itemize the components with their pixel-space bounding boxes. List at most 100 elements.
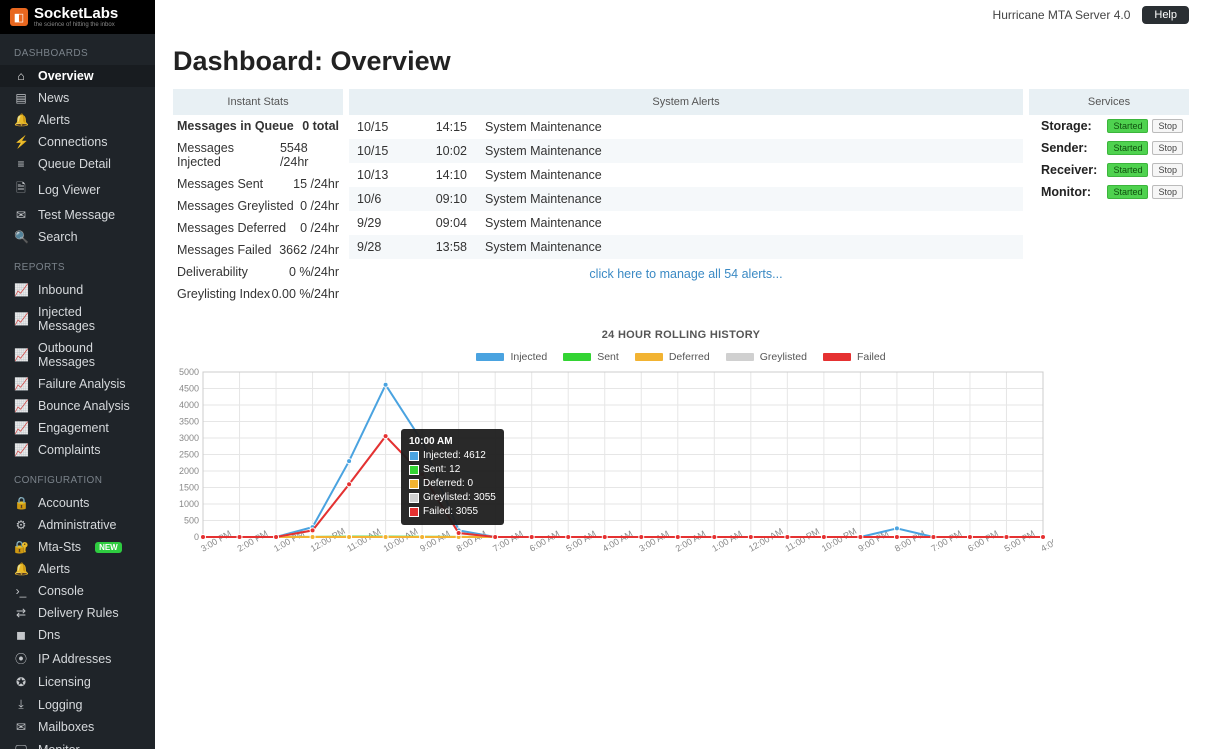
svg-text:10:00 PM: 10:00 PM: [820, 526, 858, 554]
legend-swatch: [823, 353, 851, 361]
alert-row[interactable]: 9/2909:04System Maintenance: [349, 211, 1023, 235]
started-button[interactable]: Started: [1107, 185, 1148, 199]
sidebar-item-accounts[interactable]: 🔒Accounts: [0, 492, 155, 514]
chart-icon: 📈: [14, 421, 28, 435]
sidebar-item-inbound[interactable]: 📈Inbound: [0, 279, 155, 301]
started-button[interactable]: Started: [1107, 141, 1148, 155]
sidebar-item-label: Outbound Messages: [38, 341, 141, 369]
stop-button[interactable]: Stop: [1152, 141, 1183, 155]
chart-legend: Injected Sent Deferred Greylisted Failed: [173, 351, 1189, 363]
alert-row[interactable]: 10/1510:02System Maintenance: [349, 139, 1023, 163]
tooltip-text: Greylisted: 3055: [423, 491, 496, 505]
sidebar-item-logging[interactable]: ⤓Logging: [0, 693, 155, 716]
alert-row[interactable]: 10/1514:15System Maintenance: [349, 115, 1023, 139]
sidebar-item-mailboxes[interactable]: ✉Mailboxes: [0, 716, 155, 738]
sidebar-item-news[interactable]: ▤ News: [0, 87, 155, 109]
sidebar-item-alerts[interactable]: 🔔Alerts: [0, 109, 155, 131]
started-button[interactable]: Started: [1107, 163, 1148, 177]
stop-button[interactable]: Stop: [1152, 185, 1183, 199]
legend-item[interactable]: Sent: [563, 351, 619, 363]
sidebar-item-connections[interactable]: ⚡Connections: [0, 131, 155, 153]
alert-row[interactable]: 10/1314:10System Maintenance: [349, 163, 1023, 187]
sidebar-item-administrative[interactable]: ⚙Administrative: [0, 514, 155, 536]
rules-icon: ⇄: [14, 606, 28, 620]
svg-text:7:00 PM: 7:00 PM: [929, 528, 963, 553]
legend-item[interactable]: Injected: [476, 351, 547, 363]
alert-row[interactable]: 9/2813:58System Maintenance: [349, 235, 1023, 259]
instant-stat-row: Messages Greylisted0 /24hr: [173, 195, 343, 217]
logo-area[interactable]: ◧ SocketLabs the science of hitting the …: [0, 0, 155, 34]
manage-alerts-link[interactable]: click here to manage all 54 alerts...: [349, 259, 1023, 289]
sidebar-item-label: Engagement: [38, 421, 109, 435]
search-icon: 🔍: [14, 230, 28, 244]
started-button[interactable]: Started: [1107, 119, 1148, 133]
logo-tagline: the science of hitting the inbox: [34, 22, 118, 28]
tooltip-row: Failed: 3055: [409, 505, 496, 519]
svg-text:2:00 AM: 2:00 AM: [674, 529, 708, 554]
sidebar-item-mta-sts[interactable]: 🔐Mta-StsNEW: [0, 536, 155, 558]
alert-date: 9/29: [357, 216, 403, 230]
service-row: Monitor:StartedStop: [1029, 181, 1189, 203]
system-alerts-panel: System Alerts 10/1514:15System Maintenan…: [349, 89, 1023, 289]
sidebar: ◧ SocketLabs the science of hitting the …: [0, 0, 155, 749]
instant-stat-value: 0 total: [302, 119, 339, 133]
sidebar-item-label: News: [38, 91, 69, 105]
alert-time: 09:10: [421, 192, 467, 206]
logging-icon: ⤓: [14, 697, 28, 712]
alert-row[interactable]: 10/609:10System Maintenance: [349, 187, 1023, 211]
tooltip-swatch: [409, 507, 419, 517]
sidebar-item-overview[interactable]: ⌂Overview: [0, 65, 155, 87]
chart-area: 24 HOUR ROLLING HISTORY InjectedSentDefe…: [155, 305, 1207, 567]
alert-date: 9/28: [357, 240, 403, 254]
alert-msg: System Maintenance: [485, 168, 602, 182]
chart-icon: 📈: [14, 283, 28, 297]
bell-icon: 🔔: [14, 113, 28, 127]
svg-text:4500: 4500: [179, 384, 199, 394]
sidebar-item-test-message[interactable]: ✉Test Message: [0, 204, 155, 226]
legend-item[interactable]: Failed: [823, 351, 886, 363]
stop-button[interactable]: Stop: [1152, 119, 1183, 133]
sidebar-item-queue-detail[interactable]: ≡Queue Detail: [0, 153, 155, 175]
sidebar-item-label: Test Message: [38, 208, 115, 222]
legend-item[interactable]: Deferred: [635, 351, 710, 363]
help-button[interactable]: Help: [1142, 6, 1189, 24]
legend-label: Greylisted: [760, 351, 807, 363]
sidebar-item-label: Alerts: [38, 562, 70, 576]
sidebar-item-label: Injected Messages: [38, 305, 141, 333]
sidebar-item-label: Licensing: [38, 675, 91, 689]
legend-item[interactable]: Greylisted: [726, 351, 807, 363]
sidebar-item-label: Monitor: [38, 743, 80, 749]
sidebar-item-bounce-analysis[interactable]: 📈Bounce Analysis: [0, 395, 155, 417]
sidebar-item-injected-messages[interactable]: 📈Injected Messages: [0, 301, 155, 337]
instant-stat-label: Messages Greylisted: [177, 199, 294, 213]
instant-stat-label: Messages Sent: [177, 177, 263, 191]
instant-stat-row: Messages Sent 15 /24hr: [173, 173, 343, 195]
sidebar-item-failure-analysis[interactable]: 📈Failure Analysis: [0, 373, 155, 395]
sidebar-item-alerts[interactable]: 🔔Alerts: [0, 558, 155, 580]
lock-icon: 🔒: [14, 496, 28, 510]
alert-date: 10/13: [357, 168, 403, 182]
alert-time: 14:15: [421, 120, 467, 134]
alert-date: 10/6: [357, 192, 403, 206]
news-icon: ▤: [14, 91, 28, 105]
sidebar-item-search[interactable]: 🔍Search: [0, 226, 155, 248]
sidebar-item-console[interactable]: ›_Console: [0, 580, 155, 602]
sidebar-item-complaints[interactable]: 📈Complaints: [0, 439, 155, 461]
sidebar-item-outbound-messages[interactable]: 📈Outbound Messages: [0, 337, 155, 373]
sidebar-item-monitor[interactable]: 🖵Monitor: [0, 738, 155, 749]
sidebar-item-engagement[interactable]: 📈 Engagement: [0, 417, 155, 439]
sidebar-item-licensing[interactable]: ✪Licensing: [0, 671, 155, 693]
stop-button[interactable]: Stop: [1152, 163, 1183, 177]
sidebar-item-ip-addresses[interactable]: ⦿IP Addresses: [0, 646, 155, 671]
sidebar-item-log-viewer[interactable]: 🗎Log Viewer: [0, 175, 155, 204]
svg-text:3500: 3500: [179, 417, 199, 427]
sidebar-item-dns[interactable]: ◼Dns: [0, 624, 155, 646]
plug-icon: ⚡: [14, 135, 28, 149]
alert-time: 10:02: [421, 144, 467, 158]
alert-msg: System Maintenance: [485, 216, 602, 230]
sidebar-item-delivery-rules[interactable]: ⇄Delivery Rules: [0, 602, 155, 624]
instant-stat-value: 15 /24hr: [293, 177, 339, 191]
instant-stat-label: Deliverability: [177, 265, 248, 279]
tooltip-swatch: [409, 451, 419, 461]
mailbox-icon: ✉: [14, 720, 28, 734]
